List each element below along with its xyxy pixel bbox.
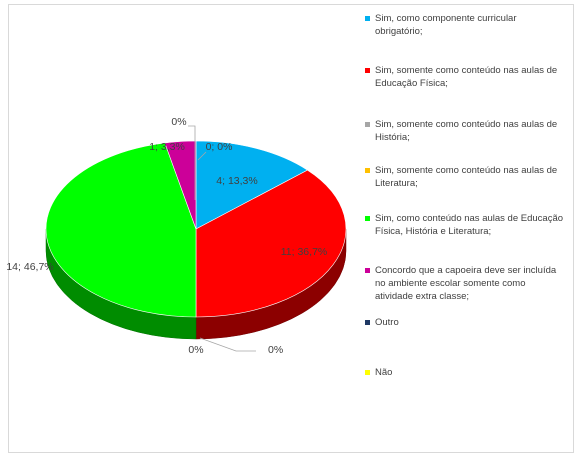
pie-slice-1 [195,169,347,318]
legend-label-7: Não [375,367,393,378]
legend-swatch-4 [365,216,370,221]
pie-slice-5 [164,140,197,230]
leader-line-7 [197,151,207,161]
data-label-4: 14; 46,7% [6,261,53,273]
legend-swatch-3 [365,168,370,173]
leader-line-3 [199,337,256,352]
legend-label-4: Sim, como conteúdo nas aulas de Educação… [375,213,564,237]
pie-slice-4 [45,142,197,318]
data-label-1: 11; 36,7% [281,246,328,258]
data-label-0: 4; 13,3% [216,175,257,187]
legend-label-1: Sim, somente como conteúdo nas aulas de … [375,65,558,89]
legend-item-2: Sim, somente como conteúdo nas aulas de … [365,118,565,144]
data-label-6: 0% [188,344,203,356]
data-label-2: 0% [171,116,186,128]
legend-label-6: Outro [375,317,399,328]
legend-item-5: Concordo que a capoeira deve ser incluíd… [365,264,565,303]
pie-slice-0 [195,140,309,230]
legend-label-2: Sim, somente como conteúdo nas aulas de … [375,119,558,143]
legend-item-4: Sim, como conteúdo nas aulas de Educação… [365,212,565,238]
legend-item-0: Sim, como componente curricular obrigató… [365,12,565,38]
legend-swatch-1 [365,68,370,73]
legend-item-6: Outro [365,316,565,329]
legend-item-3: Sim, somente como conteúdo nas aulas de … [365,164,565,190]
leader-line-2 [188,125,196,200]
data-label-7: 0; 0% [206,141,233,153]
data-label-3: 0% [268,344,283,356]
legend-item-7: Não [365,366,565,379]
legend-swatch-0 [365,16,370,21]
legend-swatch-5 [365,268,370,273]
legend-label-5: Concordo que a capoeira deve ser incluíd… [375,265,557,302]
legend-item-1: Sim, somente como conteúdo nas aulas de … [365,64,565,90]
legend-label-3: Sim, somente como conteúdo nas aulas de … [375,165,558,189]
legend-swatch-2 [365,122,370,127]
legend-label-0: Sim, como componente curricular obrigató… [375,13,517,37]
data-label-5: 1; 3,3% [149,141,185,153]
legend-swatch-6 [365,320,370,325]
legend-swatch-7 [365,370,370,375]
